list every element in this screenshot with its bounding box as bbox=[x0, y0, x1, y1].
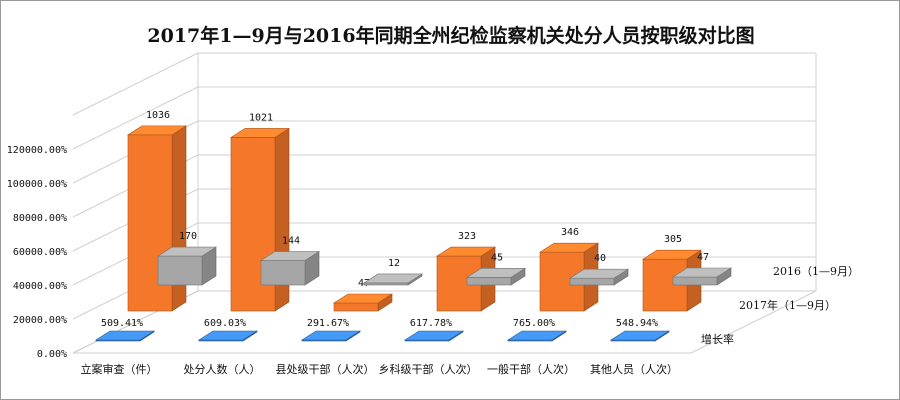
bar-2-2 bbox=[362, 273, 424, 286]
data-label: 170 bbox=[179, 231, 197, 242]
bar-top bbox=[609, 330, 671, 341]
bar-front bbox=[569, 277, 615, 286]
bar-2-1 bbox=[259, 250, 321, 286]
bar-top bbox=[156, 246, 218, 257]
bar-0-0 bbox=[94, 330, 156, 342]
x-category-label: 县处级干部（人次） bbox=[276, 362, 375, 376]
bar-front bbox=[672, 276, 718, 286]
bar-front bbox=[157, 255, 203, 286]
data-label: 45 bbox=[491, 252, 503, 263]
bar-top bbox=[259, 251, 321, 261]
gridline-diagonal bbox=[72, 52, 199, 116]
bar-front bbox=[466, 277, 512, 286]
bar-0-5 bbox=[609, 330, 671, 342]
data-label: 617.78% bbox=[410, 318, 452, 329]
y-tick-label: 80000.00% bbox=[13, 213, 67, 224]
data-label: 765.00% bbox=[513, 318, 555, 329]
y-tick-label: 0.00% bbox=[37, 349, 67, 360]
bar-front bbox=[260, 260, 306, 286]
x-category-label: 一般干部（人次） bbox=[487, 362, 575, 376]
bar-0-3 bbox=[403, 330, 465, 342]
data-label: 40 bbox=[594, 253, 606, 264]
bar-front bbox=[363, 282, 409, 286]
series-label: 2017年（1—9月） bbox=[739, 298, 836, 312]
data-label: 1036 bbox=[146, 110, 170, 121]
bar-2-4 bbox=[568, 268, 630, 286]
bar-top bbox=[538, 242, 600, 253]
bar-2-3 bbox=[465, 267, 527, 286]
series-label: 2016（1—9月） bbox=[773, 265, 859, 278]
data-label: 12 bbox=[388, 258, 400, 269]
x-category-label: 乡科级干部（人次） bbox=[379, 362, 478, 376]
bar-top bbox=[465, 268, 527, 278]
x-category-label: 立案审查（件） bbox=[81, 362, 158, 376]
bar-top bbox=[506, 330, 568, 341]
data-label: 47 bbox=[697, 252, 709, 263]
y-tick-label: 60000.00% bbox=[13, 247, 67, 258]
bar-top bbox=[126, 125, 188, 136]
data-label: 291.67% bbox=[307, 318, 349, 329]
y-tick-label: 20000.00% bbox=[13, 315, 67, 326]
y-tick-label: 100000.00% bbox=[7, 179, 67, 190]
x-category-label: 处分人数（人） bbox=[184, 363, 261, 376]
bar-1-2 bbox=[332, 293, 394, 312]
data-label: 548.94% bbox=[616, 318, 658, 329]
data-label: 346 bbox=[561, 227, 579, 238]
bar-top bbox=[671, 267, 733, 278]
gridline-diagonal bbox=[72, 86, 199, 150]
bar-0-2 bbox=[300, 330, 362, 342]
bar-2-0 bbox=[156, 246, 218, 286]
series-label: 增长率 bbox=[701, 332, 734, 346]
chart-title: 2017年1—9月与2016年同期全州纪检监察机关处分人员按职级对比图 bbox=[147, 25, 755, 47]
bar-top bbox=[641, 249, 703, 260]
bar-top bbox=[229, 128, 291, 138]
bar-0-1 bbox=[197, 330, 259, 342]
data-label: 509.41% bbox=[101, 318, 143, 329]
bar-top bbox=[332, 293, 394, 304]
chart-floor bbox=[72, 290, 817, 354]
bar-2-5 bbox=[671, 267, 733, 286]
data-label: 305 bbox=[664, 234, 682, 245]
bar-top bbox=[435, 246, 497, 257]
y-tick-label: 120000.00% bbox=[7, 145, 67, 156]
data-label: 323 bbox=[458, 231, 476, 242]
bar-top bbox=[568, 268, 630, 279]
y-tick-label: 40000.00% bbox=[13, 281, 67, 292]
data-label: 144 bbox=[282, 236, 300, 247]
data-label: 1021 bbox=[249, 112, 273, 123]
bar-top bbox=[362, 273, 424, 284]
bar-top bbox=[403, 330, 465, 341]
x-category-label: 其他人员（人次） bbox=[590, 362, 678, 376]
data-label: 609.03% bbox=[204, 318, 246, 329]
bar-top bbox=[94, 330, 156, 341]
bar-top bbox=[300, 330, 362, 341]
bar-front bbox=[333, 302, 379, 312]
bar-0-4 bbox=[506, 330, 568, 342]
bar-top bbox=[197, 330, 259, 341]
